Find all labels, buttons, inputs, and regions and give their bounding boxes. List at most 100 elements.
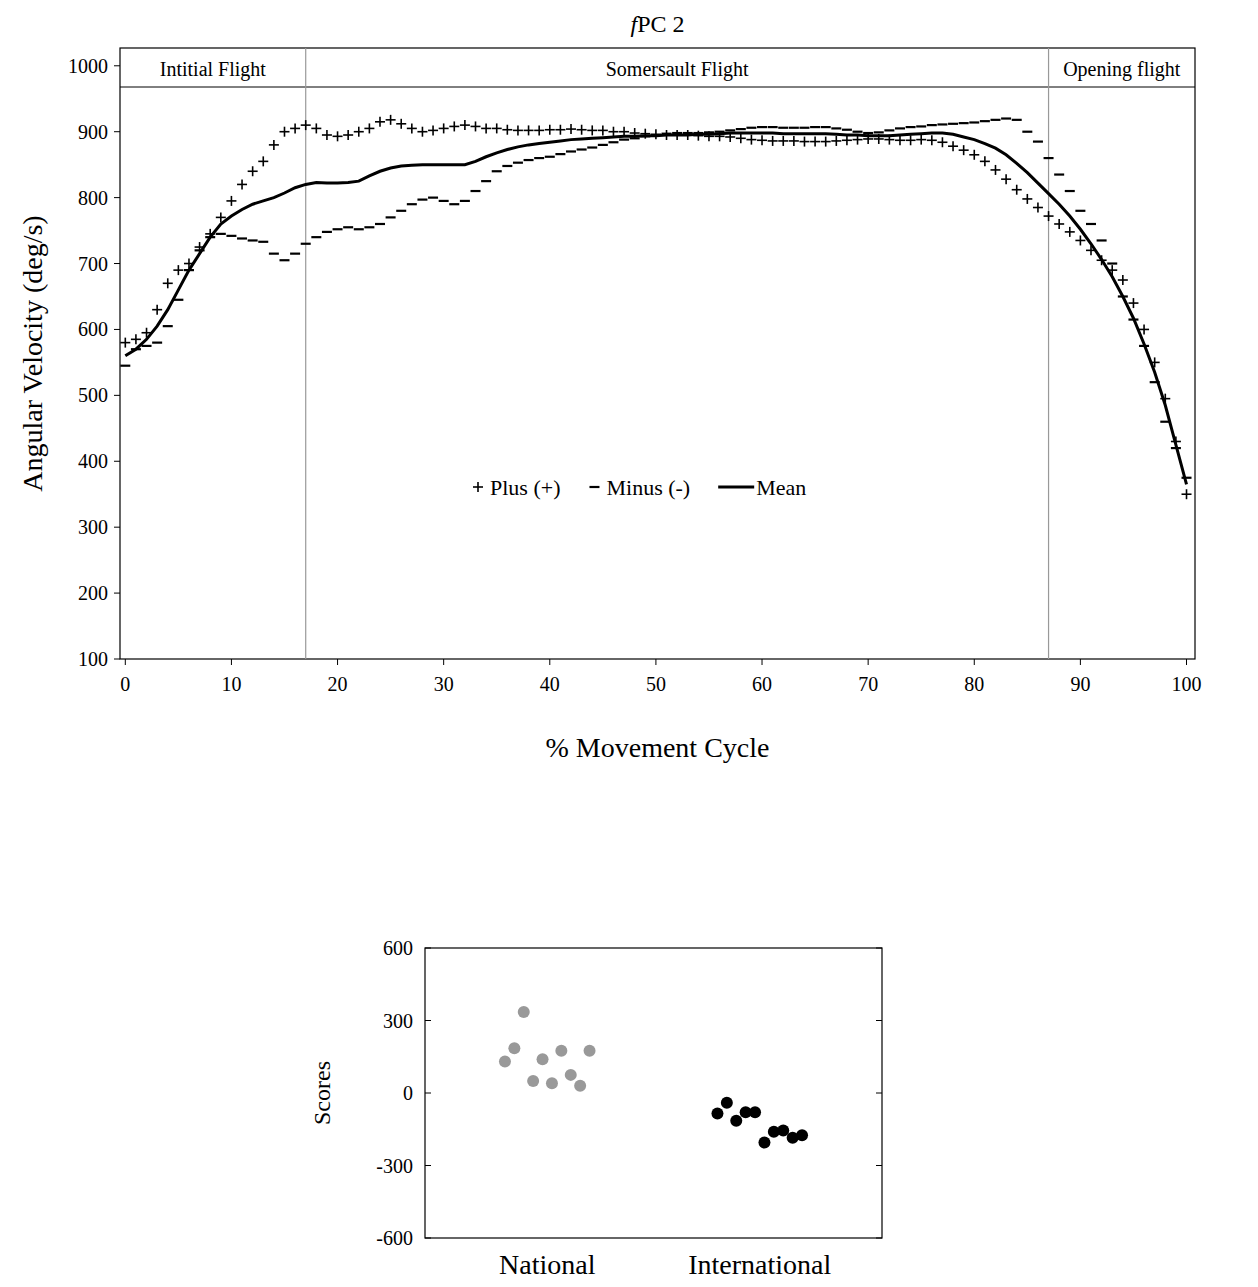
x-tick-label: 80 xyxy=(964,673,984,695)
y-tick xyxy=(114,461,120,462)
dash-marker xyxy=(555,153,565,155)
y-axis-title: Angular Velocity (deg/s) xyxy=(17,215,48,491)
dash-marker xyxy=(608,141,618,143)
marker-stroke xyxy=(528,125,530,135)
marker-stroke xyxy=(602,125,604,135)
marker-stroke xyxy=(581,125,583,135)
title: fPC 2 xyxy=(630,11,684,37)
dash-marker xyxy=(481,180,491,182)
dash-marker xyxy=(545,156,555,158)
dash-marker xyxy=(598,144,608,146)
marker-stroke xyxy=(1027,194,1029,204)
dash-marker xyxy=(269,253,279,255)
plus-marker xyxy=(990,165,1000,175)
dash-marker xyxy=(279,259,289,261)
marker-stroke xyxy=(910,135,912,145)
marker-stroke xyxy=(931,135,933,145)
dash-marker xyxy=(1012,119,1022,121)
dash-marker xyxy=(937,123,947,125)
plus-marker xyxy=(407,123,417,133)
dash-marker xyxy=(725,129,735,131)
dash-marker xyxy=(364,226,374,228)
plus-marker xyxy=(566,124,576,134)
dash-marker xyxy=(842,129,852,131)
marker-stroke xyxy=(316,123,318,133)
marker-stroke xyxy=(1080,235,1082,245)
x-tick xyxy=(549,659,550,665)
dash-marker xyxy=(789,127,799,129)
point xyxy=(721,1097,733,1109)
x-tick-label: 50 xyxy=(646,673,666,695)
plus-marker xyxy=(842,135,852,145)
dash-marker xyxy=(460,200,470,202)
marker-stroke xyxy=(241,179,243,189)
marker-stroke xyxy=(422,127,424,137)
x-tick-label: 20 xyxy=(328,673,348,695)
dash-marker xyxy=(258,241,268,243)
y-tick xyxy=(425,948,431,949)
marker-stroke xyxy=(846,135,848,145)
dash-marker xyxy=(534,157,544,159)
y-tick-label: 500 xyxy=(78,384,108,406)
plus-marker xyxy=(757,135,767,145)
marker-stroke xyxy=(475,121,477,131)
y-tick xyxy=(425,1093,431,1094)
dash-marker xyxy=(1086,223,1096,225)
plus-marker xyxy=(608,127,618,137)
dash-marker xyxy=(959,122,969,124)
dash-marker xyxy=(799,127,809,129)
dash-marker xyxy=(1054,173,1064,175)
x-tick-label: 90 xyxy=(1070,673,1090,695)
marker-stroke xyxy=(485,123,487,133)
plus-marker xyxy=(598,125,608,135)
marker-stroke xyxy=(1037,203,1039,213)
point xyxy=(777,1124,789,1136)
y-tick xyxy=(114,593,120,594)
x-tick-label: 60 xyxy=(752,673,772,695)
dash-marker xyxy=(884,129,894,131)
marker-stroke xyxy=(507,125,509,135)
marker-stroke xyxy=(825,137,827,147)
dash-marker xyxy=(821,126,831,128)
dash-marker xyxy=(990,119,1000,121)
dash-marker xyxy=(1097,239,1107,241)
marker-stroke xyxy=(220,212,222,222)
marker-stroke xyxy=(305,120,307,130)
plus-marker xyxy=(545,125,555,135)
dash-marker xyxy=(142,345,152,347)
marker-stroke xyxy=(560,125,562,135)
marker-stroke xyxy=(995,165,997,175)
y-tick-label: 100 xyxy=(78,648,108,670)
dash-marker xyxy=(333,228,343,230)
dash-marker xyxy=(492,170,502,172)
marker-stroke xyxy=(273,140,275,150)
dash-marker xyxy=(152,342,162,344)
plus-marker xyxy=(396,119,406,129)
dash-marker xyxy=(449,203,459,205)
y-tick-label: 900 xyxy=(78,121,108,143)
marker-stroke xyxy=(772,136,774,146)
y-tick xyxy=(114,329,120,330)
x-tick xyxy=(231,659,232,665)
marker-stroke xyxy=(358,127,360,137)
dash-marker xyxy=(343,226,353,228)
x-tick xyxy=(1186,659,1187,665)
plus-marker xyxy=(248,166,258,176)
plus-marker xyxy=(916,135,926,145)
marker-stroke xyxy=(231,196,233,206)
dash-marker xyxy=(589,486,599,488)
dash-marker xyxy=(927,124,937,126)
marker-stroke xyxy=(262,156,264,166)
dash-marker xyxy=(248,239,258,241)
x-tick-label: 70 xyxy=(858,673,878,695)
y-tick-label: 300 xyxy=(78,516,108,538)
plus-marker xyxy=(768,136,778,146)
y-tick-label: 700 xyxy=(78,253,108,275)
marker-stroke xyxy=(337,131,339,141)
mean-line xyxy=(125,133,1186,484)
y-tick xyxy=(114,263,120,264)
x-tick xyxy=(974,659,975,665)
dash-marker xyxy=(746,127,756,129)
plus-marker xyxy=(1012,185,1022,195)
phase-divider xyxy=(1048,48,1049,659)
